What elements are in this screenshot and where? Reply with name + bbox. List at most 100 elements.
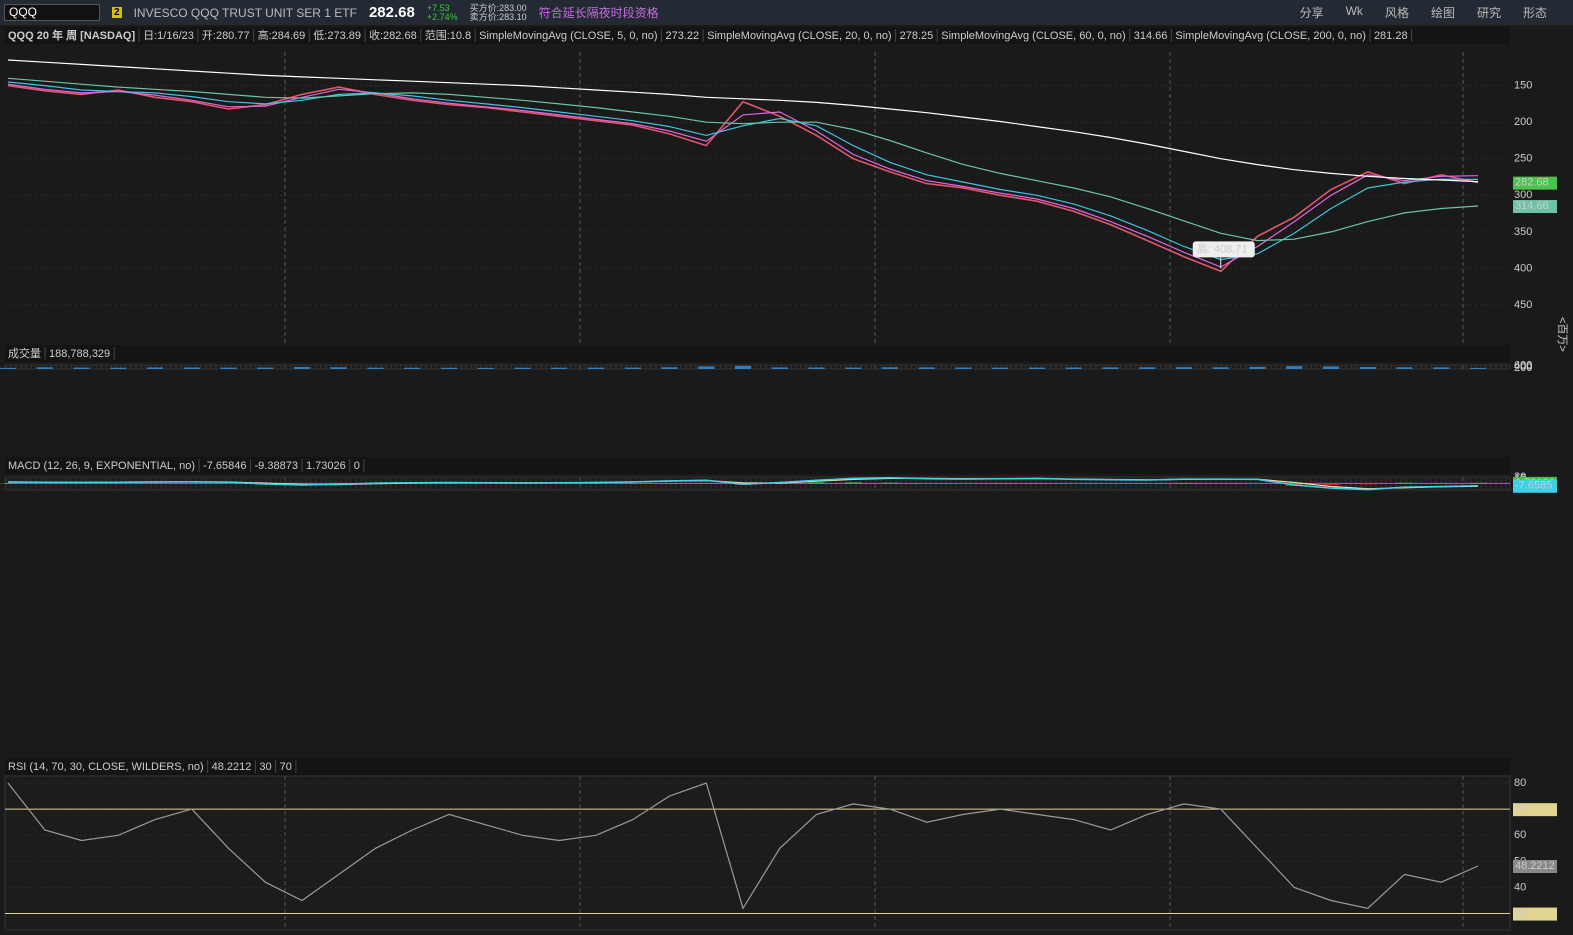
toolbar-button[interactable]: Wk bbox=[1345, 4, 1363, 18]
toolbar-button[interactable]: 风格 bbox=[1384, 6, 1409, 20]
series-line bbox=[7, 59, 1479, 183]
y-tick-label: 250 bbox=[1514, 153, 1532, 165]
annotation: 高: 408.71 bbox=[1197, 241, 1248, 255]
histogram-bar bbox=[1322, 483, 1340, 485]
histogram-bar bbox=[881, 482, 899, 484]
header-item: 281.28 bbox=[1374, 30, 1408, 42]
plot-area bbox=[4, 775, 1511, 931]
y-tick-label: 150 bbox=[1514, 80, 1532, 92]
toolbar-button[interactable]: 绘图 bbox=[1430, 6, 1455, 20]
volume-bar bbox=[1322, 366, 1340, 369]
volume-bar bbox=[1469, 367, 1487, 369]
volume-bar bbox=[661, 367, 678, 369]
y-tick-label: 450 bbox=[1514, 299, 1532, 311]
header-item: 273.22 bbox=[666, 30, 700, 42]
header-item: 低:273.89 bbox=[313, 29, 361, 42]
toolbar-button[interactable]: 分享 bbox=[1299, 6, 1324, 20]
volume-bar bbox=[992, 367, 1009, 369]
volume-bar bbox=[0, 367, 17, 369]
volume-bar bbox=[771, 367, 788, 369]
toolbar-button[interactable]: 形态 bbox=[1522, 6, 1547, 20]
y-tick-label: 40 bbox=[1514, 881, 1526, 893]
header-item: 高:284.69 bbox=[258, 28, 306, 42]
volume-bar bbox=[330, 367, 347, 369]
y-tick-label: 300 bbox=[1514, 189, 1532, 201]
series-line bbox=[7, 477, 1479, 491]
change-pct: +2.74% bbox=[426, 11, 458, 22]
volume-bar bbox=[293, 367, 311, 369]
badge-label: 70 bbox=[1515, 803, 1527, 815]
volume-bar bbox=[1359, 367, 1376, 369]
badge-label: 48.2212 bbox=[1515, 860, 1555, 872]
study-header bbox=[5, 758, 1510, 775]
header-item: SimpleMovingAvg (CLOSE, 5, 0, no) bbox=[479, 30, 657, 42]
volume-bar bbox=[1028, 367, 1046, 369]
header-item: 日:1/16/23 bbox=[143, 30, 194, 42]
price-badge bbox=[1513, 200, 1557, 214]
histogram-bar bbox=[845, 482, 862, 484]
volume-bar bbox=[1433, 367, 1450, 369]
price-badge bbox=[1513, 907, 1557, 921]
study-header bbox=[5, 345, 1510, 362]
header-item: 开:280.77 bbox=[202, 30, 250, 42]
volume-bar bbox=[845, 367, 862, 369]
header-item: SimpleMovingAvg (CLOSE, 20, 0, no) bbox=[707, 30, 891, 42]
volume-bar bbox=[477, 367, 494, 369]
volume-bar bbox=[367, 367, 384, 369]
header-item: 收:282.68 bbox=[369, 28, 417, 42]
price-badge bbox=[1513, 859, 1557, 873]
header-item: MACD (12, 26, 9, EXPONENTIAL, no) bbox=[8, 460, 195, 472]
study-header bbox=[5, 457, 1510, 474]
volume-bar bbox=[918, 367, 935, 369]
header-item: -9.38873 bbox=[255, 460, 298, 472]
volume-bar bbox=[1102, 367, 1119, 369]
volume-bar bbox=[551, 367, 568, 369]
description: INVESCO QQQ TRUST UNIT SER 1 ETF bbox=[133, 5, 357, 20]
header-item: SimpleMovingAvg (CLOSE, 60, 0, no) bbox=[941, 30, 1125, 42]
histogram-bar bbox=[1396, 482, 1413, 484]
bid: 买方价:283.00 bbox=[469, 2, 527, 13]
series-line bbox=[7, 782, 1479, 910]
price-badge bbox=[1513, 803, 1557, 817]
y-tick-label: 200 bbox=[1514, 362, 1532, 374]
volume-bar bbox=[1175, 367, 1193, 369]
ask: 卖方价:283.10 bbox=[469, 11, 527, 22]
unit-label: <百万> bbox=[1556, 317, 1568, 352]
toolbar-button[interactable]: 研究 bbox=[1476, 6, 1501, 20]
volume-bar bbox=[1249, 366, 1266, 369]
histogram-bar bbox=[1359, 483, 1376, 485]
volume-bar bbox=[36, 367, 53, 369]
histogram-bar bbox=[1469, 482, 1487, 484]
volume-bar bbox=[220, 367, 237, 369]
volume-bar bbox=[1396, 367, 1413, 369]
series-line bbox=[7, 81, 1479, 261]
series-line bbox=[7, 84, 1479, 273]
volume-bar bbox=[146, 367, 164, 369]
header-item: 成交量 bbox=[8, 346, 41, 360]
badge-label: 282.68 bbox=[1515, 177, 1549, 189]
y-tick-label: 400 bbox=[1514, 361, 1532, 373]
series-line bbox=[7, 83, 1479, 268]
volume-bar bbox=[808, 367, 825, 369]
volume-bar bbox=[955, 367, 972, 369]
annotation-box bbox=[1192, 241, 1255, 258]
header-item: 70 bbox=[280, 761, 292, 773]
volume-bar bbox=[734, 365, 752, 369]
header-item: 0 bbox=[354, 460, 360, 472]
symbol-input[interactable]: QQQ bbox=[4, 4, 100, 21]
bid-ask: 买方价:283.00 卖方价:283.10 bbox=[469, 2, 527, 22]
volume-bar bbox=[257, 367, 274, 369]
header-item: 314.66 bbox=[1134, 30, 1168, 42]
y-tick-label: 400 bbox=[1514, 262, 1532, 274]
y-tick-label: 600 bbox=[1514, 359, 1532, 371]
header-item: QQQ 20 年 周 [NASDAQ] bbox=[8, 28, 135, 42]
badge-label: 314.66 bbox=[1515, 200, 1549, 212]
volume-bar bbox=[404, 367, 421, 369]
series-line bbox=[7, 77, 1479, 242]
header-item: 48.2212 bbox=[212, 761, 252, 773]
y-tick-label: 200 bbox=[1514, 116, 1532, 128]
link-badge[interactable]: 2 bbox=[112, 7, 122, 18]
volume-bar bbox=[440, 367, 458, 369]
